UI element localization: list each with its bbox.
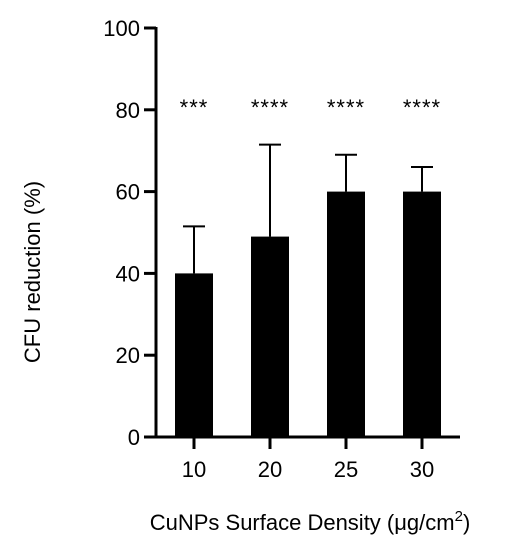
x-axis-title-main: CuNPs Surface Density (μg/cm <box>150 510 455 535</box>
y-axis-title: CFU reduction (%) <box>20 181 45 363</box>
y-tick-label: 40 <box>116 261 140 286</box>
x-tick-label-25: 25 <box>334 457 358 482</box>
y-tick-label: 100 <box>103 16 140 41</box>
bar-30 <box>403 191 441 437</box>
significance-layer: *** **** **** **** <box>180 95 441 120</box>
bar-20 <box>251 236 289 437</box>
significance-30: **** <box>403 95 441 120</box>
axes-layer <box>154 27 460 439</box>
bar-10 <box>175 273 213 437</box>
x-axis-title-superscript: 2 <box>455 508 463 525</box>
bar-25 <box>327 191 365 437</box>
x-axis-title: CuNPs Surface Density (μg/cm2) <box>150 508 471 535</box>
x-axis-title-suffix: ) <box>463 510 470 535</box>
x-tick-label-10: 10 <box>182 457 206 482</box>
significance-20: **** <box>251 95 289 120</box>
significance-25: **** <box>327 95 365 120</box>
significance-10: *** <box>180 95 209 120</box>
bars-layer <box>175 191 441 437</box>
x-tick-label-30: 30 <box>410 457 434 482</box>
y-tick-label: 60 <box>116 180 140 205</box>
y-tick-label: 20 <box>116 343 140 368</box>
error-bars-layer <box>183 143 433 274</box>
y-tick-label: 0 <box>128 425 140 450</box>
y-tick-label: 80 <box>116 98 140 123</box>
x-ticks-layer: 10 20 25 30 <box>182 437 434 482</box>
x-tick-label-20: 20 <box>258 457 282 482</box>
y-ticks-layer: 0 20 40 60 80 100 <box>103 16 156 450</box>
